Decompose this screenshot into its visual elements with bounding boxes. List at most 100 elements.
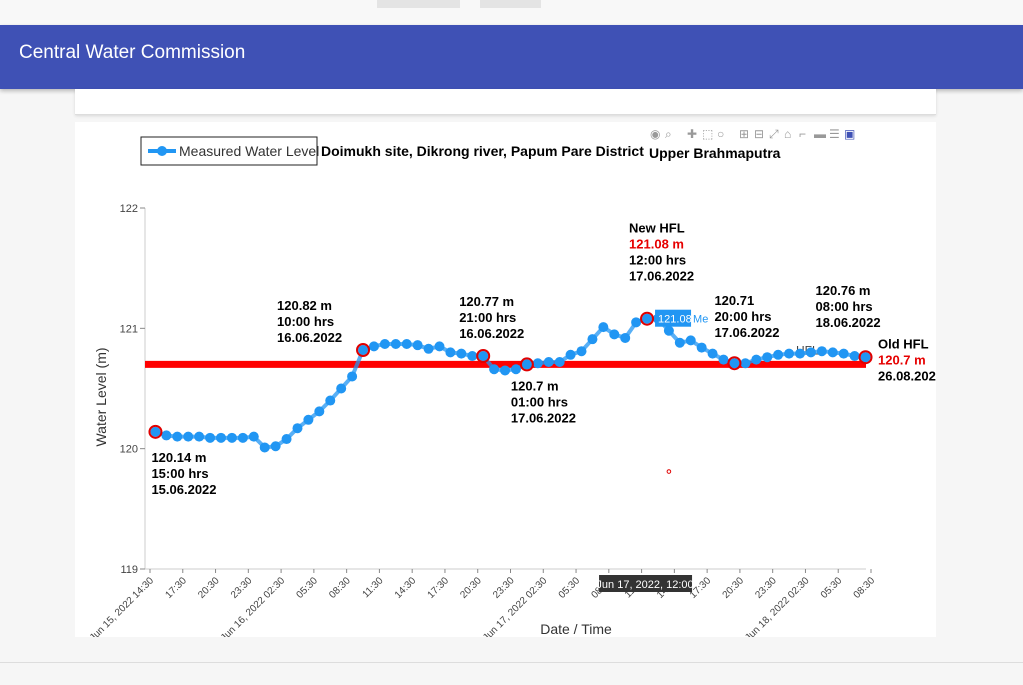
data-point[interactable]: [368, 341, 379, 352]
data-point[interactable]: [270, 441, 281, 452]
data-point[interactable]: [183, 431, 194, 442]
data-point[interactable]: [794, 348, 805, 359]
annotation-marker: [148, 424, 163, 439]
data-point[interactable]: [510, 364, 521, 375]
reset-axes-icon[interactable]: ⌂: [784, 127, 791, 141]
data-point[interactable]: [860, 352, 871, 363]
hover-x-box: [599, 575, 693, 592]
data-point[interactable]: [390, 338, 401, 349]
data-point[interactable]: [543, 357, 554, 368]
data-point[interactable]: [259, 442, 270, 453]
x-tick-label: 23:30: [229, 575, 255, 601]
data-point[interactable]: [773, 349, 784, 360]
data-point[interactable]: [161, 430, 172, 441]
annotation-marker: [858, 350, 873, 365]
data-point[interactable]: [805, 347, 816, 358]
data-point[interactable]: [576, 346, 587, 357]
pan-icon[interactable]: ✚: [687, 127, 697, 141]
data-point[interactable]: [849, 351, 860, 362]
annotation-marker: [476, 349, 491, 364]
data-point[interactable]: [521, 359, 532, 370]
data-point[interactable]: [216, 432, 227, 443]
data-point[interactable]: [729, 358, 740, 369]
annotation-label: 20:00 hrs: [714, 309, 771, 324]
data-point[interactable]: [248, 431, 259, 442]
data-point[interactable]: [740, 358, 751, 369]
data-point[interactable]: [838, 348, 849, 359]
plotly-logo-icon[interactable]: ▣: [844, 127, 855, 141]
data-point[interactable]: [292, 423, 303, 434]
data-point[interactable]: [314, 406, 325, 417]
data-point[interactable]: [587, 334, 598, 345]
x-tick-label: Jun 15, 2022 14:30: [88, 575, 157, 637]
data-point[interactable]: [565, 349, 576, 360]
data-point[interactable]: [172, 431, 183, 442]
data-point[interactable]: [434, 341, 445, 352]
data-point[interactable]: [784, 348, 795, 359]
data-point[interactable]: [500, 365, 511, 376]
data-point[interactable]: [325, 395, 336, 406]
data-point[interactable]: [456, 348, 467, 359]
hover-compare-icon[interactable]: ☰: [829, 127, 840, 141]
data-point[interactable]: [762, 352, 773, 363]
data-point[interactable]: [467, 351, 478, 362]
data-point[interactable]: [336, 383, 347, 394]
data-point[interactable]: [707, 348, 718, 359]
data-point[interactable]: [358, 344, 369, 355]
data-point[interactable]: [642, 313, 653, 324]
lasso-icon[interactable]: ○: [717, 127, 724, 141]
data-point[interactable]: [489, 364, 500, 375]
series-layer: HFL: [145, 313, 871, 474]
data-point[interactable]: [620, 332, 631, 343]
data-point[interactable]: [674, 337, 685, 348]
data-point[interactable]: [303, 414, 314, 425]
x-tick-label: 20:30: [196, 575, 222, 601]
data-point[interactable]: [226, 432, 237, 443]
data-point[interactable]: [478, 351, 489, 362]
hover-closest-icon[interactable]: ▬: [814, 127, 826, 141]
x-tick-label: 23:30: [753, 575, 779, 601]
app-bar: Central Water Commission: [0, 25, 1023, 89]
y-tick-label: 120: [120, 444, 138, 456]
data-point[interactable]: [150, 426, 161, 437]
annotation-label: 120.76 m: [816, 283, 871, 298]
data-point[interactable]: [401, 338, 412, 349]
data-point[interactable]: [379, 338, 390, 349]
zoom-out-icon[interactable]: ⊟: [754, 127, 764, 141]
data-point[interactable]: [827, 347, 838, 358]
data-point[interactable]: [532, 358, 543, 369]
data-point[interactable]: [609, 329, 620, 340]
data-point[interactable]: [445, 347, 456, 358]
data-point[interactable]: [816, 346, 827, 357]
data-point[interactable]: [237, 432, 248, 443]
annotation-marker: [727, 356, 742, 371]
data-point[interactable]: [347, 371, 358, 382]
zoom-in-icon[interactable]: ⊞: [739, 127, 749, 141]
data-point[interactable]: [205, 432, 216, 443]
legend[interactable]: Measured Water Level: [140, 136, 319, 166]
data-point[interactable]: [598, 322, 609, 333]
data-point[interactable]: [412, 340, 423, 351]
app-title: Central Water Commission: [19, 42, 246, 63]
x-tick-label: 17:30: [426, 575, 452, 601]
data-point[interactable]: [194, 431, 205, 442]
chart-title: Doimukh site, Dikrong river, Papum Pare …: [321, 143, 644, 159]
data-point[interactable]: [718, 354, 729, 365]
spike-lines-icon[interactable]: ⌐: [799, 127, 806, 141]
data-point[interactable]: [423, 343, 434, 354]
data-point[interactable]: [663, 325, 674, 336]
data-point[interactable]: [751, 354, 762, 365]
data-point[interactable]: [631, 317, 642, 328]
autoscale-icon[interactable]: ⤢: [768, 127, 779, 141]
zoom-icon[interactable]: ⌕: [665, 127, 672, 141]
browser-top-strip: [0, 0, 1023, 25]
box-select-icon[interactable]: ⬚: [702, 127, 713, 141]
data-point[interactable]: [554, 357, 565, 368]
data-point[interactable]: [281, 434, 292, 445]
data-point[interactable]: [685, 335, 696, 346]
data-point[interactable]: [696, 342, 707, 353]
camera-icon[interactable]: ◉: [650, 127, 660, 141]
